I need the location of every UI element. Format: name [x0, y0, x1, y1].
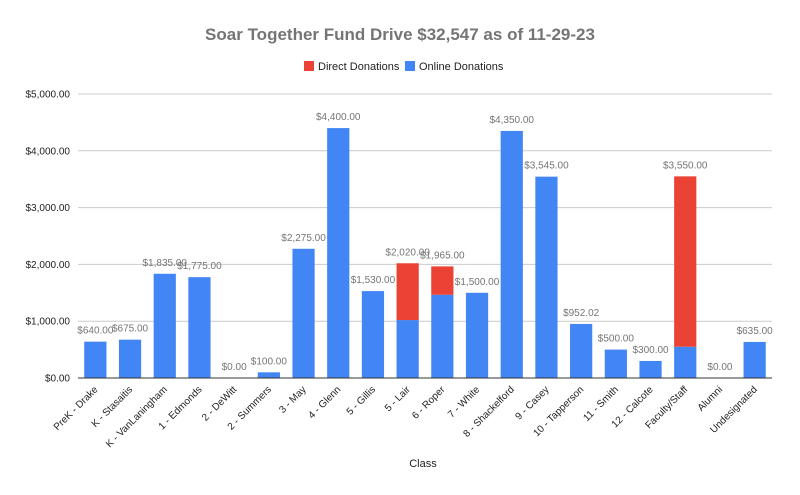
data-label: $1,775.00	[177, 261, 222, 272]
bar-online	[153, 273, 176, 378]
y-tick-label: $2,000.00	[26, 260, 71, 271]
y-tick-label: $0.00	[45, 374, 70, 385]
bar-direct	[431, 266, 454, 295]
data-labels: $640.00$675.00 $1,835.00$1,775.00 $0.00 $10…	[77, 112, 773, 373]
x-tick-label: 5 - Lair	[383, 384, 413, 414]
bar-online	[84, 341, 107, 378]
data-label: $500.00	[598, 334, 635, 345]
bar-direct	[396, 263, 419, 321]
chart-title: Soar Together Fund Drive $32,547 as of 1…	[205, 25, 595, 44]
bar-online	[743, 341, 766, 378]
bar-online	[535, 176, 558, 378]
bar-online	[257, 372, 280, 378]
y-axis-ticks: $0.00 $1,000.00 $2,000.00 $3,000.00 $4,000.0…	[26, 90, 71, 385]
data-label: $1,500.00	[455, 277, 500, 288]
data-label: $1,965.00	[420, 250, 465, 261]
y-tick-label: $3,000.00	[26, 203, 71, 214]
data-label: $635.00	[737, 326, 774, 337]
y-tick-label: $4,000.00	[26, 146, 71, 157]
legend: Direct Donations Online Donations	[304, 61, 504, 73]
bar-online	[570, 323, 593, 378]
legend-label-1: Online Donations	[419, 61, 504, 73]
bar-online	[361, 291, 385, 378]
bar-online	[604, 349, 627, 378]
bar-online	[500, 130, 523, 378]
data-label: $0.00	[222, 362, 247, 373]
bar-direct	[674, 176, 697, 347]
x-tick-label: 3 - May	[277, 384, 308, 415]
data-label: $952.02	[563, 308, 600, 319]
legend-swatch-0	[304, 61, 314, 71]
x-tick-label: 4 - Glenn	[307, 384, 344, 421]
bar-online	[674, 346, 697, 378]
gridlines	[78, 93, 772, 322]
bars	[84, 128, 766, 378]
x-axis-title: Class	[409, 458, 437, 470]
bar-online	[188, 277, 211, 378]
legend-label-0: Direct Donations	[318, 61, 400, 73]
data-label: $1,835.00	[143, 258, 188, 269]
legend-swatch-1	[405, 61, 415, 71]
data-label: $4,350.00	[490, 115, 535, 126]
bar-online	[639, 360, 662, 378]
bar-online	[465, 292, 489, 378]
data-label: $3,550.00	[663, 160, 708, 171]
y-tick-label: $1,000.00	[26, 317, 71, 328]
data-label: $4,400.00	[316, 112, 361, 123]
x-tick-label: Alumni	[696, 384, 725, 413]
bar-online	[396, 320, 419, 378]
x-tick-label: 5 - Gillis	[345, 384, 378, 417]
data-label: $300.00	[632, 345, 669, 356]
x-tick-label: 7 - White	[446, 384, 482, 420]
bar-online	[327, 128, 350, 378]
data-label: $1,530.00	[351, 275, 396, 286]
data-label: $2,020.00	[385, 247, 430, 258]
data-label: $3,545.00	[524, 161, 569, 172]
bar-online	[292, 248, 315, 378]
bar-online	[118, 339, 142, 378]
data-label: $640.00	[77, 326, 114, 337]
data-label: $100.00	[251, 356, 288, 367]
x-tick-label: 6 - Roper	[410, 384, 448, 422]
data-label: $0.00	[707, 362, 732, 373]
y-tick-label: $5,000.00	[26, 90, 71, 101]
bar-online	[431, 294, 454, 378]
data-label: $675.00	[112, 324, 149, 335]
x-tick-label: K - VanLaningham	[104, 384, 170, 450]
data-label: $2,275.00	[281, 233, 326, 244]
